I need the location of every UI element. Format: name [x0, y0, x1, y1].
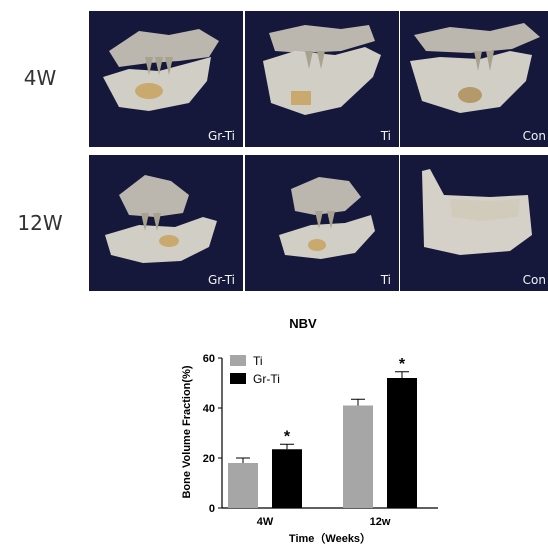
row-label-12w: 12W: [17, 211, 63, 235]
panel-label: Ti: [380, 129, 391, 143]
legend-label: Gr-Ti: [253, 372, 280, 386]
x-tick-label: 12w: [370, 516, 391, 528]
ct-jaw-scan-image: [422, 169, 532, 255]
bar-ti-4w: [228, 463, 258, 508]
x-axis-label: Time（Weeks）: [289, 532, 371, 545]
ct-jaw-scan-image: [263, 25, 381, 115]
y-tick-label: 60: [203, 353, 215, 365]
row-label-4w: 4W: [23, 66, 57, 90]
panel-label: Con: [522, 273, 546, 287]
y-tick-label: 40: [203, 403, 215, 415]
panel-label: Con: [522, 129, 546, 143]
chart-title: NBV: [289, 316, 317, 331]
ct-jaw-scan-image: [105, 175, 217, 263]
ct-panel-12w-con: Con: [400, 155, 548, 291]
ct-panel-4w-con: Con: [400, 11, 548, 147]
x-tick-label: 4W: [257, 516, 274, 528]
bar-gr-ti-12w: [387, 378, 417, 508]
ct-jaw-scan-image: [279, 177, 375, 259]
legend-swatch: [230, 355, 246, 366]
ct-panel-4w-ti: Ti: [245, 11, 399, 147]
ct-panel-4w-grti: Gr-Ti: [89, 11, 243, 147]
significance-marker: *: [284, 428, 291, 445]
ct-panel-12w-ti: Ti: [245, 155, 399, 291]
ct-jaw-scan-image: [103, 29, 219, 111]
ct-panel-12w-grti: Gr-Ti: [89, 155, 243, 291]
legend-label: Ti: [253, 354, 263, 368]
y-tick-label: 20: [203, 453, 215, 465]
y-tick-label: 0: [209, 503, 215, 515]
panel-label: Gr-Ti: [208, 129, 235, 143]
significance-marker: *: [399, 356, 406, 373]
bar-gr-ti-4w: [272, 449, 302, 508]
ct-jaw-scan-image: [410, 23, 540, 113]
nbv-bar-chart: NBV Bone Volume Fraction(%) Time（Weeks） …: [181, 316, 438, 545]
panel-label: Ti: [380, 273, 391, 287]
legend-swatch: [230, 373, 246, 384]
panel-label: Gr-Ti: [208, 273, 235, 287]
y-axis-label: Bone Volume Fraction(%): [181, 365, 193, 498]
bar-ti-12w: [343, 405, 373, 508]
